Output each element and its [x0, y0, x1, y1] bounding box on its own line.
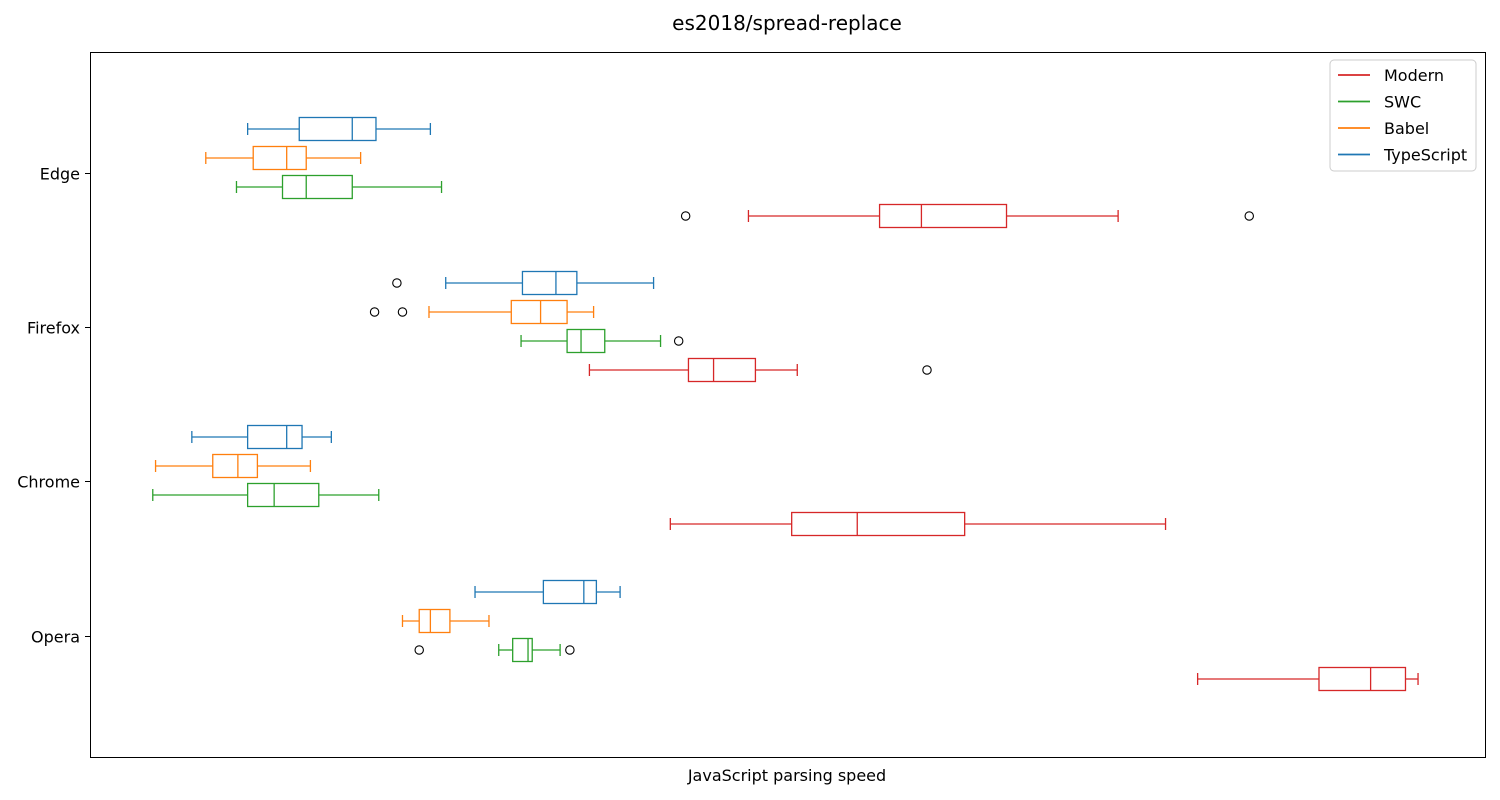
box-iqr [246, 424, 303, 450]
plot-area [152, 116, 1419, 692]
outlier-point [673, 336, 684, 346]
outlier-point [680, 211, 691, 221]
legend: Modern SWC Babel TypeScript [1329, 59, 1477, 172]
box-iqr [418, 608, 451, 634]
chart-title: es2018/spread-replace [672, 11, 902, 35]
legend-frame [1329, 59, 1477, 172]
y-tick-label-chrome: Chrome [17, 473, 80, 492]
box-typescript-chrome [191, 424, 332, 450]
outlier-point [369, 307, 380, 317]
outlier-point [414, 645, 424, 655]
box-typescript-opera [474, 579, 621, 605]
outlier-point [1244, 211, 1254, 221]
y-tick-label-edge: Edge [40, 165, 80, 184]
plot-frame [90, 52, 1486, 758]
box-swc-opera [414, 637, 575, 663]
box-swc-chrome [152, 482, 380, 508]
outlier-point [922, 365, 932, 375]
box-swc-edge [235, 174, 443, 200]
box-typescript-firefox [392, 270, 655, 296]
box-babel-opera [401, 608, 490, 634]
box-iqr [510, 299, 568, 325]
y-axis: Edge Firefox Chrome Opera [17, 165, 90, 647]
box-babel-edge [205, 145, 362, 171]
legend-label-modern: Modern [1384, 66, 1444, 85]
box-iqr [281, 174, 353, 200]
box-babel-firefox [369, 299, 595, 325]
box-iqr [246, 482, 320, 508]
box-iqr [252, 145, 307, 171]
box-modern-firefox [588, 357, 932, 383]
box-typescript-edge [246, 116, 432, 142]
box-iqr [521, 270, 578, 296]
legend-label-swc: SWC [1384, 93, 1421, 112]
legend-label-babel: Babel [1384, 119, 1429, 138]
box-iqr [687, 357, 757, 383]
box-modern-chrome [669, 511, 1167, 537]
box-modern-opera [1196, 666, 1419, 692]
y-tick-label-firefox: Firefox [27, 319, 80, 338]
box-iqr [878, 203, 1008, 229]
outlier-point [565, 645, 575, 655]
legend-label-typescript: TypeScript [1383, 146, 1467, 165]
box-iqr [542, 579, 598, 605]
outlier-point [397, 307, 408, 317]
box-iqr [298, 116, 377, 142]
box-swc-firefox [520, 328, 684, 354]
box-iqr [791, 511, 966, 537]
box-iqr [566, 328, 606, 354]
x-axis-label: JavaScript parsing speed [687, 766, 886, 785]
box-iqr [512, 637, 533, 663]
box-modern-edge [680, 203, 1254, 229]
outlier-point [392, 278, 402, 288]
box-babel-chrome [154, 453, 312, 479]
box-iqr [212, 453, 259, 479]
y-tick-label-opera: Opera [31, 628, 80, 647]
box-iqr [1318, 666, 1407, 692]
